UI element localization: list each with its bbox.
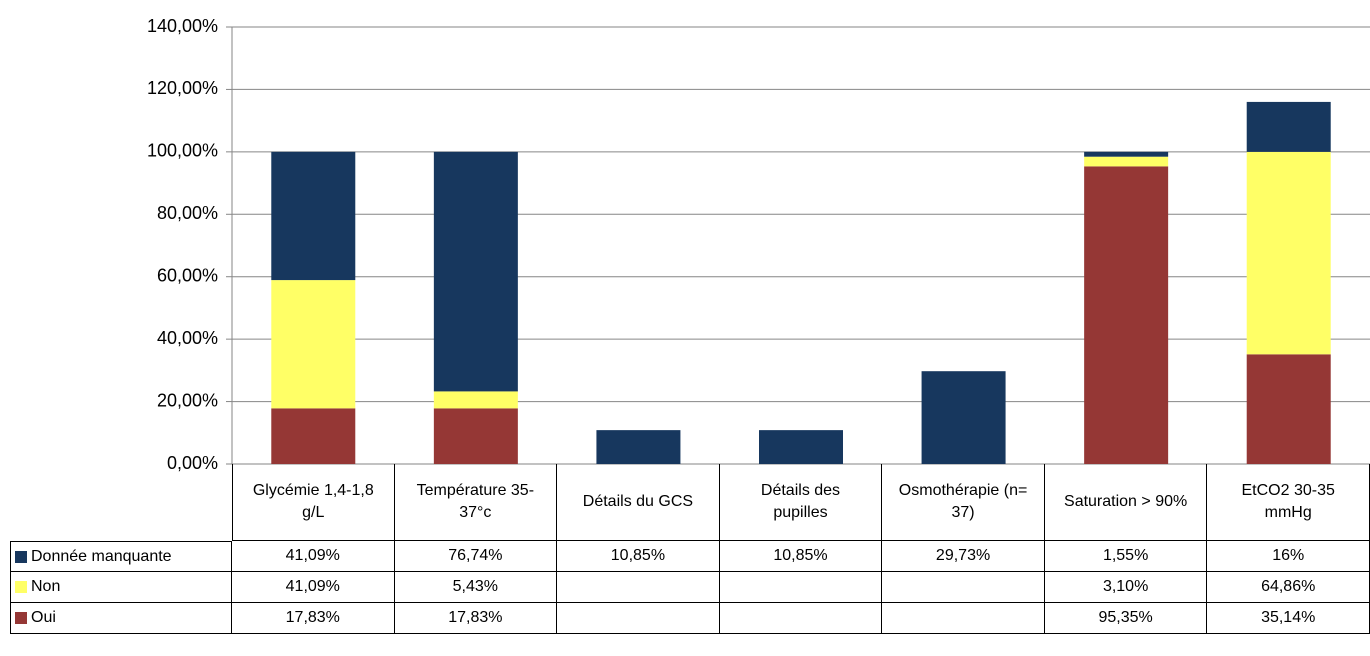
cell-text: 64,86% [1261,578,1316,595]
data-label: 41,09% [232,541,395,572]
data-label: 5,43% [394,572,558,603]
y-tick-label: 140,00% [147,16,218,36]
legend-entry: Oui [10,603,232,634]
cell-text: EtCO2 30-35 mmHg [1241,482,1335,521]
bar-segment [433,391,518,409]
legend-entry: Donnée manquante [10,541,232,572]
data-label: 10,85% [557,541,720,572]
cell-text: 76,74% [448,547,503,564]
data-label: 76,74% [394,541,558,572]
cell-text: 41,09% [285,547,340,564]
cell-text: 3,10% [1102,578,1149,595]
y-tick-label: 60,00% [157,265,218,285]
legend-text: Donnée manquante [31,547,172,565]
legend-swatch [15,550,27,563]
data-label: 10,85% [719,541,883,572]
bar-segment [596,430,681,464]
y-tick-label: 100,00% [147,141,218,161]
cell-text: 29,73% [935,547,991,564]
bar-segment [1084,166,1169,465]
cell-text: 5,43% [452,578,499,595]
category-label: Glycémie 1,4-1,8 g/L [232,464,395,541]
bar-segment [271,408,356,464]
cell-text: 16% [1272,547,1305,564]
bar-segment [1246,151,1331,355]
data-label: 41,09% [232,572,395,603]
legend-text: Oui [31,609,56,626]
y-tick-label: 80,00% [157,203,218,223]
category-label: Détails des pupilles [719,464,883,541]
category-label: Température 35-37°c [394,464,558,541]
data-label: 17,83% [232,603,395,634]
cell-text: 17,83% [285,609,340,626]
cell-text: 41,09% [285,578,340,595]
bar-segment [271,280,356,409]
bar-segment [759,430,843,464]
cell-text: 10,85% [610,547,666,564]
data-label [882,603,1045,634]
legend-swatch [15,581,27,593]
data-label: 17,83% [394,603,558,634]
bar-segment [1084,156,1169,167]
bar-segment [271,151,356,281]
cell-text: 95,35% [1098,609,1153,626]
bar-segment [1084,151,1169,157]
cell-text: 17,83% [448,609,503,626]
data-label: 64,86% [1207,572,1370,603]
data-label: 29,73% [882,541,1045,572]
data-label: 16% [1207,541,1370,572]
data-label [719,572,883,603]
data-label [719,603,883,634]
bar-segment [433,408,518,464]
legend-entry: Non [10,572,232,603]
data-label [557,603,720,634]
cell-text: 10,85% [773,547,828,564]
cell-text: Glycémie 1,4-1,8 g/L [252,482,374,521]
cell-text: 35,14% [1261,609,1316,626]
data-label: 1,55% [1044,541,1208,572]
category-label: Détails du GCS [557,464,720,541]
y-tick-label: 20,00% [157,390,218,410]
y-tick-label: 120,00% [147,78,218,98]
bar-segment [1246,101,1331,152]
legend-swatch [15,612,27,624]
y-tick-label: 40,00% [157,328,218,348]
data-label [557,572,720,603]
legend-text: Non [31,578,61,595]
cell-text: Osmothérapie (n= 37) [898,482,1028,521]
data-label [882,572,1045,603]
cell-text: 1,55% [1102,547,1149,564]
category-label: EtCO2 30-35 mmHg [1207,464,1370,541]
cell-text: Saturation > 90% [1064,493,1188,510]
category-label: Saturation > 90% [1044,464,1208,541]
y-tick-label: 0,00% [167,453,218,473]
data-label: 35,14% [1207,603,1370,634]
cell-text: Détails des pupilles [760,482,841,521]
bar-segment [1246,354,1331,464]
cell-text: Température 35-37°c [416,482,535,521]
data-label: 3,10% [1044,572,1208,603]
category-label: Osmothérapie (n= 37) [882,464,1045,541]
bar-segment [433,151,518,392]
cell-text: Détails du GCS [582,493,694,510]
bar-segment [921,371,1006,464]
data-label: 95,35% [1044,603,1208,634]
